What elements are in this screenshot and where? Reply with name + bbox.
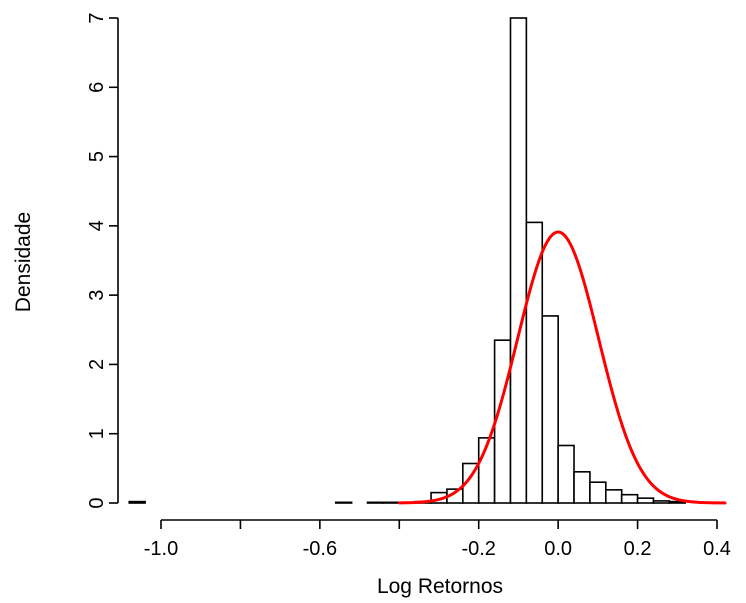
histogram-bar [525,221,544,504]
x-tick-label: -1.0 [144,538,178,560]
histogram-bar [589,481,607,504]
y-tick-label: 4 [86,220,108,231]
histogram-bar [493,339,512,504]
histogram-bar [509,17,528,504]
x-tick-label: -0.6 [303,538,337,560]
x-tick-label: 0.4 [703,538,731,560]
histogram-bar [557,444,575,504]
y-tick-label: 1 [86,428,108,439]
normal-density-curve [397,230,727,505]
x-tick-label: 0.0 [544,538,572,560]
y-tick-label: 2 [86,359,108,370]
histogram-bar [128,500,146,504]
histogram-bar [573,471,591,504]
x-axis: -1.0 -0.6 -0.2 0.0 0.2 0.4 [144,519,731,560]
y-tick-label: 0 [86,497,108,508]
histogram-bar [366,501,385,504]
histogram-bar [541,315,559,504]
y-tick-label: 6 [86,82,108,93]
histogram-bar [636,497,655,504]
histogram-bar [620,493,639,504]
y-axis: 0 1 2 3 4 5 6 7 [86,12,119,509]
x-tick-label: 0.2 [624,538,652,560]
x-tick-label: -0.2 [461,538,495,560]
y-tick-label: 7 [86,12,108,23]
histogram-bar [652,500,671,504]
histogram-bars [128,17,687,504]
histogram-bar [334,501,353,504]
y-axis-title: Densidade [12,212,35,312]
histogram-bar [382,501,401,504]
y-tick-label: 3 [86,290,108,301]
y-tick-label: 5 [86,151,108,162]
histogram-bar [604,489,623,504]
x-axis-title: Log Retornos [377,575,503,598]
